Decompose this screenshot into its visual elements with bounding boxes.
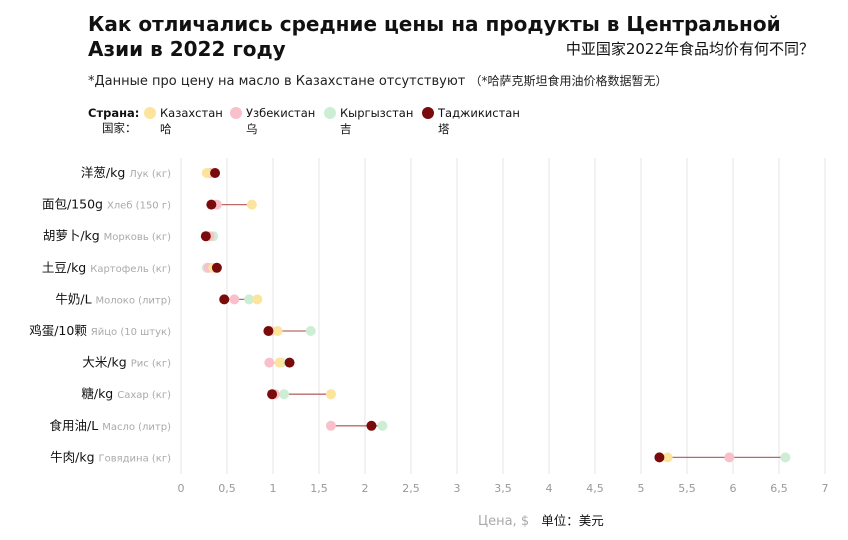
x-tick-label: 2 [362,482,369,495]
row-label-zh: 牛肉/kg [50,449,98,464]
legend-name-zh-kyrgyzstan: 吉 [340,122,352,136]
chart-note: *Данные про цену на масло в Казахстане о… [88,72,668,89]
x-tick-label: 5 [638,482,645,495]
dot-kyrgyzstan [244,294,255,305]
x-tick-label: 3,5 [494,482,512,495]
row-label-ru: Масло (литр) [102,422,171,433]
dot-kazakhstan [201,168,212,178]
dot-uzbekistan [264,357,275,368]
row-label-zh: 洋葱/kg [81,165,129,180]
row-label-ru: Морковь (кг) [104,232,171,243]
row-label-zh: 食用油/L [50,418,103,433]
legend-name-tajikistan: Таджикистан [438,106,520,120]
legend-dot-uzbekistan [230,107,242,119]
dot-kazakhstan [252,294,263,305]
x-tick-label: 2,5 [402,482,420,495]
x-tick-label: 0,5 [218,482,236,495]
dot-tajikistan [200,231,211,242]
legend-name-kazakhstan: Казахстан [160,106,223,120]
x-axis-title-ru: Цена, $ [478,514,530,529]
row-label-ru: Картофель (кг) [90,264,171,275]
row-label-ru: Молоко (литр) [96,295,172,306]
dot-kazakhstan [274,357,285,368]
x-axis-title-zh: 单位：美元 [541,513,604,528]
legend-name-zh-kazakhstan: 哈 [160,122,172,136]
row-label-ru: Хлеб (150 г) [107,201,171,212]
row-label-zh: 胡萝卜/kg [43,228,104,243]
row-label: 土豆/kg Картофель (кг) [42,260,171,275]
legend-dot-kyrgyzstan [324,107,336,119]
row-label: 大米/kg Рис (кг) [82,355,171,370]
dot-kyrgyzstan [305,326,316,336]
legend-dot-kazakhstan [144,107,156,119]
row-label-zh: 糖/kg [81,386,117,401]
row-label-ru: Говядина (кг) [99,453,172,464]
row-label-zh: 鸡蛋/10颗 [29,323,91,338]
legend-name-uzbekistan: Узбекистан [246,106,316,120]
dot-tajikistan [210,168,221,178]
dot-tajikistan [654,452,665,463]
row-label: 糖/kg Сахар (кг) [81,386,171,401]
dot-tajikistan [366,420,377,431]
dot-tajikistan [263,326,274,336]
legend-dot-tajikistan [422,107,434,119]
x-tick-label: 6 [730,482,737,495]
x-tick-label: 6,5 [770,482,788,495]
row-label: 面包/150g Хлеб (150 г) [42,197,171,212]
dot-uzbekistan [724,452,735,463]
x-tick-label: 7 [822,482,829,495]
row-label: 胡萝卜/kg Морковь (кг) [43,228,171,243]
row-label-zh: 大米/kg [82,355,130,370]
chart-subtitle-zh: 中亚国家2022年食品均价有何不同？ [565,40,814,58]
x-tick-label: 1,5 [310,482,328,495]
dot-tajikistan [219,294,230,305]
dot-tajikistan [211,262,222,273]
dot-kazakhstan [246,199,257,210]
legend-name-zh-tajikistan: 塔 [438,122,450,136]
dot-kazakhstan [325,389,336,400]
row-label: 牛奶/L Молоко (литр) [55,291,171,306]
x-tick-label: 4,5 [586,482,604,495]
x-tick-label: 4 [546,482,553,495]
row-label: 鸡蛋/10颗 Яйцо (10 штук) [29,323,171,338]
x-tick-label: 1 [270,482,277,495]
note-text: *Данные про цену на масло в Казахстане о… [88,74,466,89]
x-axis-title: Цена, $ 单位：美元 [478,510,604,529]
row-label: 洋葱/kg Лук (кг) [81,165,171,180]
dot-kyrgyzstan [780,452,791,463]
row-label-ru: Лук (кг) [129,169,171,180]
dot-kyrgyzstan [279,389,290,400]
row-label-zh: 牛奶/L [55,291,95,306]
x-tick-label: 5,5 [678,482,696,495]
row-label-zh: 土豆/kg [42,260,90,275]
x-tick-label: 3 [454,482,461,495]
row-label-ru: Рис (кг) [131,359,171,370]
dot-uzbekistan [229,294,240,305]
legend-label-zh: 国家： [102,121,137,135]
row-label: 食用油/L Масло (литр) [50,418,172,433]
dot-tajikistan [284,357,295,368]
legend-name-zh-uzbekistan: 乌 [246,122,258,136]
legend-label: Страна: 国家： [88,106,148,136]
note-text-zh: （*哈萨克斯坦食用油价格数据暂无） [469,74,668,88]
row-label-zh: 面包/150g [42,197,107,212]
dot-tajikistan [206,199,217,210]
x-tick-label: 0 [178,482,185,495]
dot-tajikistan [267,389,278,400]
legend-name-kyrgyzstan: Кыргызстан [340,106,414,120]
dot-kazakhstan [662,452,673,463]
dot-uzbekistan [325,420,336,431]
chart-title: Как отличались средние цены на продукты … [88,12,781,61]
dot-kyrgyzstan [377,420,388,431]
legend-label-ru: Страна: [88,106,140,120]
row-label-ru: Сахар (кг) [117,390,171,401]
row-label: 牛肉/kg Говядина (кг) [50,449,171,464]
dot-kazakhstan [272,326,283,336]
row-label-ru: Яйцо (10 штук) [91,327,171,338]
